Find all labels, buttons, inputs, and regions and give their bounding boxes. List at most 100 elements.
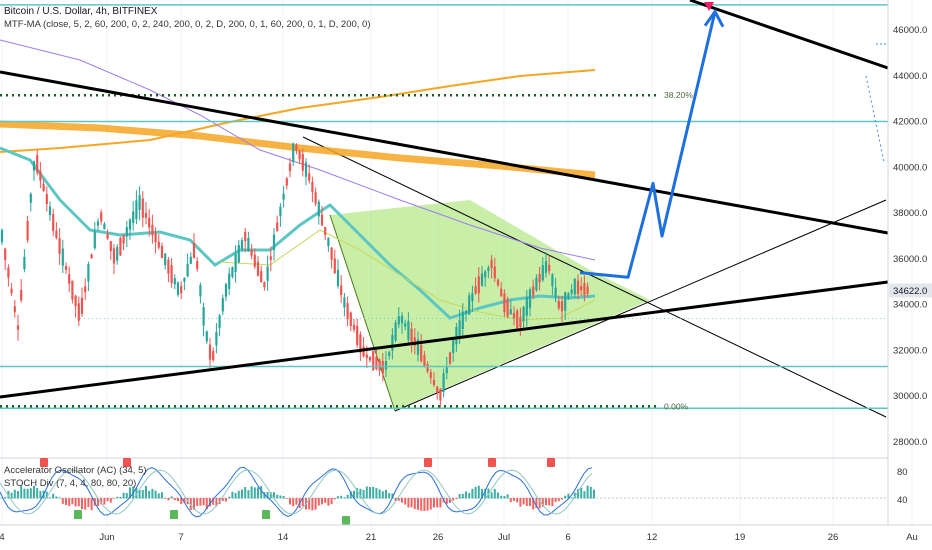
ac-bar — [541, 498, 544, 507]
ac-bar — [365, 486, 368, 499]
candle-body — [567, 293, 570, 300]
candle-body — [388, 352, 391, 356]
ac-bar — [237, 490, 240, 499]
ac-bar — [20, 485, 23, 499]
candle-body — [160, 246, 164, 258]
candle-body — [330, 247, 333, 260]
candle-body — [429, 372, 432, 379]
ac-bar — [10, 492, 13, 499]
candle-body — [372, 350, 375, 371]
ac-bar — [481, 489, 483, 499]
candle-body — [64, 266, 68, 270]
ac-bar — [39, 491, 42, 499]
candle-body — [362, 346, 365, 357]
ac-bar — [119, 496, 122, 499]
time-axis[interactable]: 4 Jun 7 14 21 26 Jul 6 12 19 26 Au — [0, 524, 932, 543]
candle-body — [458, 320, 461, 336]
mtf-ma-label[interactable]: MTF-MA (close, 5, 2, 60, 200, 0, 2, 240,… — [4, 19, 371, 30]
wedge-upper-line — [302, 136, 887, 418]
candle-body — [52, 214, 55, 231]
ac-bar — [327, 498, 330, 506]
ac-bar — [180, 498, 183, 504]
ac-bar — [417, 498, 419, 510]
x-tick-label: Au — [906, 532, 918, 543]
fib-label: 38.20% — [664, 90, 693, 100]
stoch-label[interactable]: STOCH Div (7, 4, 4, 80, 80, 20) — [4, 478, 137, 489]
candle-body — [506, 299, 509, 317]
candle-body — [416, 339, 420, 355]
ac-bar — [250, 486, 253, 499]
candle-body — [400, 315, 404, 324]
ac-bar — [554, 498, 557, 502]
candle-body — [538, 274, 541, 283]
x-tick-label: Jul — [498, 532, 510, 543]
ac-bar — [375, 488, 378, 499]
candle-body — [375, 356, 378, 370]
ac-bar — [228, 496, 231, 499]
ac-bar — [282, 496, 285, 499]
ac-bar — [13, 489, 16, 499]
candle-body — [327, 237, 330, 247]
ac-bar — [551, 498, 554, 507]
candle-body — [349, 312, 352, 327]
candle-body — [320, 214, 324, 226]
ac-bar — [113, 498, 115, 499]
ac-bar — [513, 498, 515, 501]
candle-body — [496, 279, 500, 286]
candle-body — [413, 337, 416, 346]
candle-body — [324, 226, 327, 235]
candle-body — [480, 273, 484, 286]
oscillator-panel: 80 40 — [0, 457, 908, 525]
ac-bar — [314, 498, 317, 510]
x-tick-label: 4 — [0, 532, 5, 543]
candle-body — [464, 310, 468, 315]
candle-body — [432, 379, 436, 386]
symbol-title[interactable]: Bitcoin / U.S. Dollar, 4h, BITFINEX — [4, 6, 158, 17]
candle-body — [340, 285, 343, 295]
ac-bar — [586, 485, 589, 499]
candle-body — [26, 221, 29, 241]
ac-bar — [500, 495, 503, 499]
dotted-blue-line — [865, 75, 885, 163]
candle-body — [167, 259, 170, 274]
candle-body — [468, 295, 471, 315]
candle-body — [10, 288, 13, 294]
ac-bar — [212, 498, 215, 505]
candle-body — [58, 238, 61, 254]
ac-bar — [538, 498, 541, 509]
candle-body — [576, 280, 580, 294]
price-axis[interactable]: 46000.0 44000.0 42000.0 40000.0 38000.0 36000… — [887, 0, 932, 458]
candle-body — [263, 282, 266, 288]
ac-bar — [26, 488, 29, 499]
y-tick-label: 40000.0 — [893, 162, 927, 173]
candle-body — [276, 222, 279, 231]
candle-body — [308, 173, 311, 181]
ac-bar — [525, 498, 528, 506]
candle-body — [442, 373, 445, 392]
candle-body — [234, 253, 237, 273]
ac-bar — [55, 496, 58, 499]
ac-label[interactable]: Accelerator Oscillator (AC) (34, 5) — [4, 465, 147, 476]
candle-body — [551, 274, 554, 287]
candle-body — [29, 193, 32, 203]
candle-body — [423, 355, 426, 366]
candle-body — [317, 201, 320, 217]
trend-lines — [0, 0, 889, 399]
ac-bar — [81, 498, 83, 510]
ac-bar — [429, 498, 432, 510]
y-tick-label: 34000.0 — [893, 300, 927, 311]
ac-bar — [509, 498, 512, 503]
candle-body — [260, 271, 263, 283]
wedge-left-edge — [329, 214, 396, 412]
ac-bar — [593, 489, 595, 499]
ac-bar — [77, 498, 80, 507]
ac-bar — [289, 498, 291, 505]
ac-bar — [106, 498, 109, 502]
candle-body — [151, 224, 154, 236]
ac-bar — [330, 498, 333, 505]
y-tick-label: 42000.0 — [893, 117, 927, 128]
candle-body — [404, 323, 407, 327]
candle-body — [228, 273, 231, 289]
candle-body — [436, 386, 439, 393]
